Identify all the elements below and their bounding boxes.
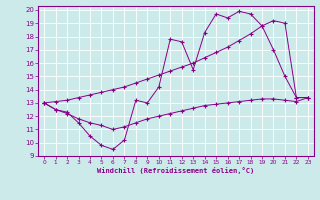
X-axis label: Windchill (Refroidissement éolien,°C): Windchill (Refroidissement éolien,°C) [97,167,255,174]
